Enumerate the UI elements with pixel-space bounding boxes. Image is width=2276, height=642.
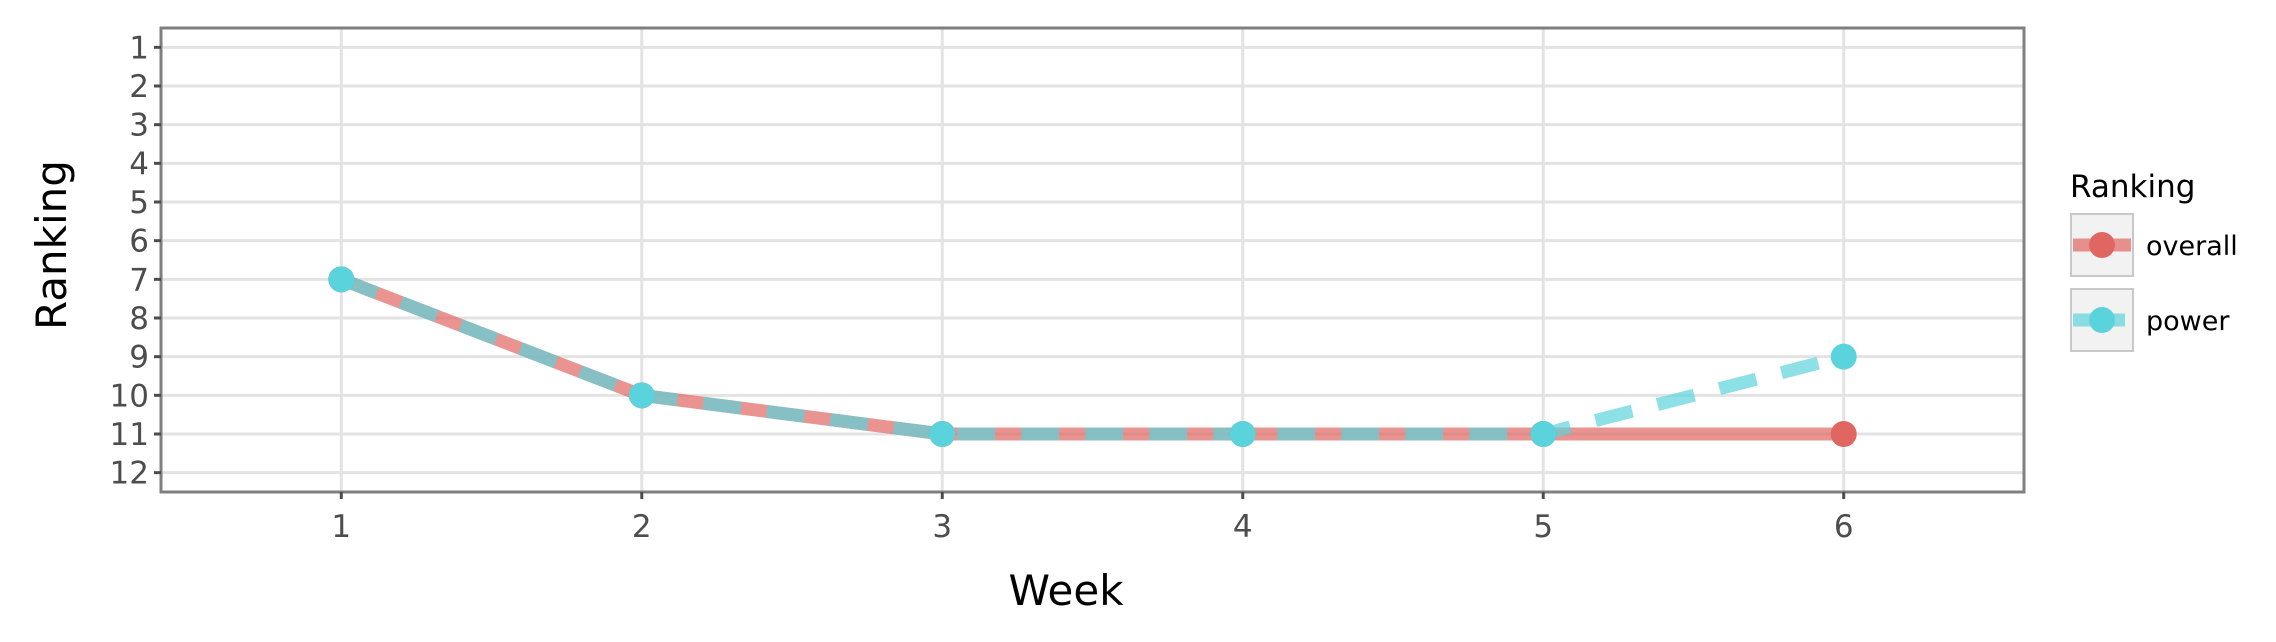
y-tick-label: 7 bbox=[129, 262, 149, 298]
plot-panel bbox=[161, 28, 2024, 492]
legend-key-point bbox=[2089, 307, 2115, 333]
series-layer bbox=[328, 266, 1857, 447]
x-tick-label: 4 bbox=[1233, 509, 1253, 545]
y-tick-label: 10 bbox=[110, 378, 149, 414]
y-axis-title: Ranking bbox=[27, 160, 76, 330]
y-tick-label: 8 bbox=[129, 301, 149, 337]
series-line-power bbox=[338, 273, 1846, 441]
data-point-power bbox=[1229, 421, 1256, 447]
data-point-overall bbox=[1830, 421, 1857, 447]
data-point-power bbox=[328, 266, 355, 293]
y-tick-label: 3 bbox=[129, 108, 149, 144]
y-tick-label: 6 bbox=[129, 224, 149, 260]
x-axis-title: Week bbox=[1008, 566, 1124, 615]
legend-key-point bbox=[2089, 232, 2115, 258]
y-tick-label: 5 bbox=[129, 185, 149, 221]
x-tick-label: 5 bbox=[1533, 509, 1553, 545]
y-tick-label: 11 bbox=[110, 417, 149, 453]
y-tick-label: 4 bbox=[129, 146, 149, 182]
plot-border bbox=[159, 26, 2026, 494]
legend-label-power: power bbox=[2146, 306, 2230, 337]
x-tick-label: 2 bbox=[632, 509, 652, 545]
data-point-power bbox=[628, 382, 655, 409]
legend-items: overall power bbox=[2070, 213, 2238, 352]
x-tick-label: 1 bbox=[331, 509, 351, 545]
legend: Ranking overall power bbox=[2070, 169, 2238, 352]
y-tick-label: 2 bbox=[129, 69, 149, 105]
x-tick-label: 6 bbox=[1834, 509, 1854, 545]
legend-label-overall: overall bbox=[2146, 231, 2238, 262]
y-tick-label: 9 bbox=[129, 340, 149, 376]
x-tick-label: 3 bbox=[932, 509, 952, 545]
y-tick-label: 12 bbox=[110, 456, 149, 492]
data-point-power bbox=[929, 421, 956, 447]
data-point-power bbox=[1830, 343, 1857, 370]
y-tick-label: 1 bbox=[129, 30, 149, 66]
data-point-power bbox=[1530, 421, 1557, 447]
legend-title: Ranking bbox=[2070, 169, 2195, 205]
